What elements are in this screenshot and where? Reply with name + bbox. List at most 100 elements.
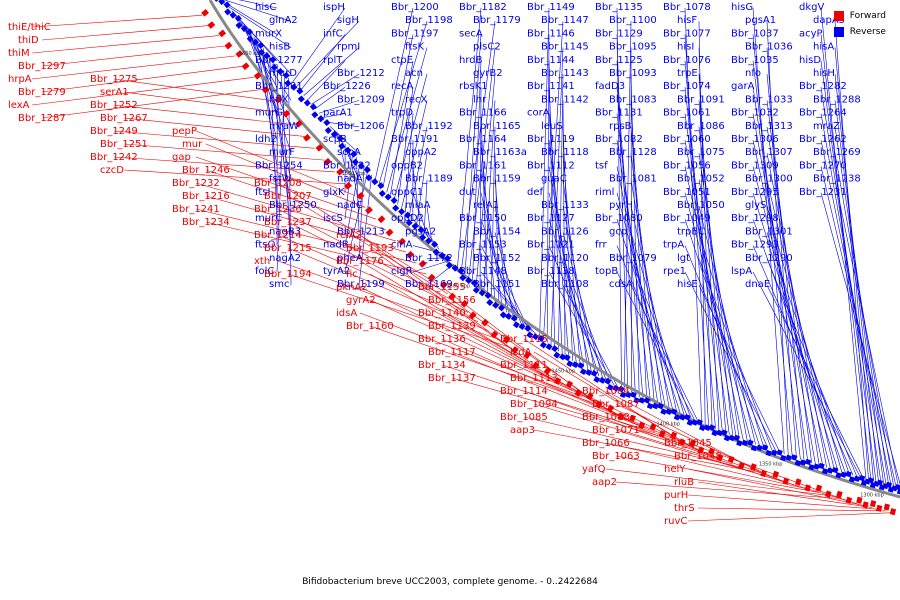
reverse-gene-label: Bbr_1192 [405, 121, 453, 132]
reverse-gene-label: Bbr_1091 [677, 94, 725, 105]
reverse-feature-15 [270, 63, 278, 71]
forward-feature-32 [523, 351, 531, 360]
forward-leader [277, 208, 459, 304]
forward-gene-label: Bbr_1249 [90, 126, 138, 137]
reverse-gene-label: nadC [337, 200, 363, 211]
forward-feature-69 [889, 508, 897, 516]
reverse-gene-label: Bbr_1262 [799, 134, 847, 145]
forward-feature-66 [869, 500, 877, 508]
reverse-feature-127 [770, 449, 778, 456]
forward-gene-label: Bbr_1193 [346, 243, 394, 254]
forward-leader [123, 91, 285, 114]
reverse-feature-126 [765, 449, 772, 457]
forward-gene-label: gap [172, 152, 191, 163]
reverse-feature-136 [813, 463, 820, 470]
reverse-feature-10 [251, 38, 260, 46]
reverse-leader [480, 139, 496, 303]
reverse-gene-label: dnaE [745, 279, 770, 290]
forward-gene-label: Bbr_1287 [18, 113, 66, 124]
reverse-gene-label: Bbr_1277 [255, 55, 303, 66]
reverse-gene-label: Bbr_1307 [745, 147, 793, 158]
forward-gene-label: Bbr_1139 [428, 321, 476, 332]
forward-leader [195, 130, 356, 196]
reverse-gene-label: Bbr_1147 [541, 15, 589, 26]
forward-gene-label: Bbr_1252 [90, 100, 138, 111]
reverse-gene-label: Bbr_1078 [663, 2, 711, 13]
reverse-gene-label: Bbr_1264 [799, 108, 847, 119]
genome-caption: Bifidobacterium breve UCC2003, complete … [302, 577, 598, 587]
reverse-leader [464, 34, 482, 275]
reverse-gene-label: acyP [799, 28, 823, 39]
reverse-feature-87 [593, 376, 601, 383]
reverse-leader [543, 21, 564, 341]
reverse-feature-19 [290, 83, 298, 91]
reverse-gene-label: hisD [799, 55, 821, 66]
forward-feature-42 [629, 414, 636, 422]
reverse-gene-label: corA [527, 108, 550, 119]
reverse-gene-label: ftsI [255, 187, 270, 198]
reverse-gene-label: cinA [391, 240, 413, 251]
reverse-feature-33 [351, 158, 359, 166]
forward-leader [451, 377, 676, 441]
reverse-feature-82 [571, 361, 579, 369]
reverse-leader [318, 100, 360, 114]
reverse-feature-13 [263, 52, 271, 60]
reverse-gene-label: Bbr_1060 [663, 134, 711, 145]
forward-feature-54 [750, 463, 757, 471]
reverse-feature-60 [472, 286, 480, 294]
forward-feature-67 [876, 504, 883, 512]
reverse-gene-label: hrdB [459, 55, 483, 66]
reverse-gene-label: oppB2 [391, 160, 423, 171]
reverse-feature-28 [330, 130, 338, 138]
reverse-leader [562, 285, 619, 388]
reverse-feature-93 [619, 391, 627, 399]
forward-gene-label: yafQ [582, 464, 606, 475]
forward-gene-label: aap3 [510, 425, 535, 436]
reverse-gene-label: glnA2 [269, 15, 298, 26]
reverse-feature-5 [234, 14, 242, 22]
reverse-feature-115 [716, 429, 723, 437]
forward-gene-label: Bbr_1087 [592, 399, 640, 410]
forward-gene-label: Bbr_1215 [264, 243, 312, 254]
forward-gene-label: Bbr_1115 [500, 334, 548, 345]
reverse-gene-label: hisF [677, 15, 697, 26]
reverse-gene-label: Bbr_1148 [459, 266, 507, 277]
forward-gene-label: Bbr_1297 [18, 61, 66, 72]
reverse-gene-label: Bbr_1108 [541, 279, 589, 290]
reverse-gene-label: clgR [391, 266, 413, 277]
reverse-feature-121 [741, 439, 749, 447]
forward-feature-21 [406, 250, 415, 259]
reverse-feature-102 [660, 408, 667, 415]
forward-leader [369, 299, 573, 391]
reverse-gene-label: topB [595, 266, 618, 277]
forward-feature-10 [294, 119, 303, 128]
reverse-feature-84 [579, 368, 587, 376]
reverse-gene-label: Bbr_1164 [459, 134, 507, 145]
reverse-feature-76 [545, 343, 553, 351]
forward-feature-19 [385, 228, 394, 237]
reverse-leader [412, 192, 429, 238]
forward-strand-features [201, 8, 897, 516]
forward-gene-label: purH [664, 490, 688, 501]
reverse-feature-80 [563, 354, 571, 362]
reverse-gene-label: Bbr_1270 [799, 160, 847, 171]
reverse-leader [483, 100, 496, 292]
reverse-gene-label: Bbr_1061 [663, 108, 711, 119]
reverse-leader [820, 7, 867, 480]
reverse-feature-45 [405, 219, 413, 227]
reverse-feature-77 [551, 345, 559, 353]
forward-leader [369, 273, 553, 380]
reverse-feature-30 [338, 142, 346, 150]
forward-gene-label: hrpA [8, 74, 32, 85]
forward-gene-label: Bbr_1216 [182, 191, 230, 202]
forward-feature-25 [448, 292, 457, 301]
reverse-feature-146 [859, 475, 866, 482]
reverse-leader [684, 113, 730, 435]
reverse-gene-label: Bbr_1182 [459, 2, 507, 13]
reverse-leader [480, 192, 510, 315]
forward-gene-label: Bbr_1048 [674, 451, 722, 462]
reverse-gene-label: tyrA2 [323, 266, 350, 277]
forward-feature-4 [235, 50, 244, 58]
reverse-leader [344, 161, 361, 246]
reverse-leader [834, 47, 874, 482]
